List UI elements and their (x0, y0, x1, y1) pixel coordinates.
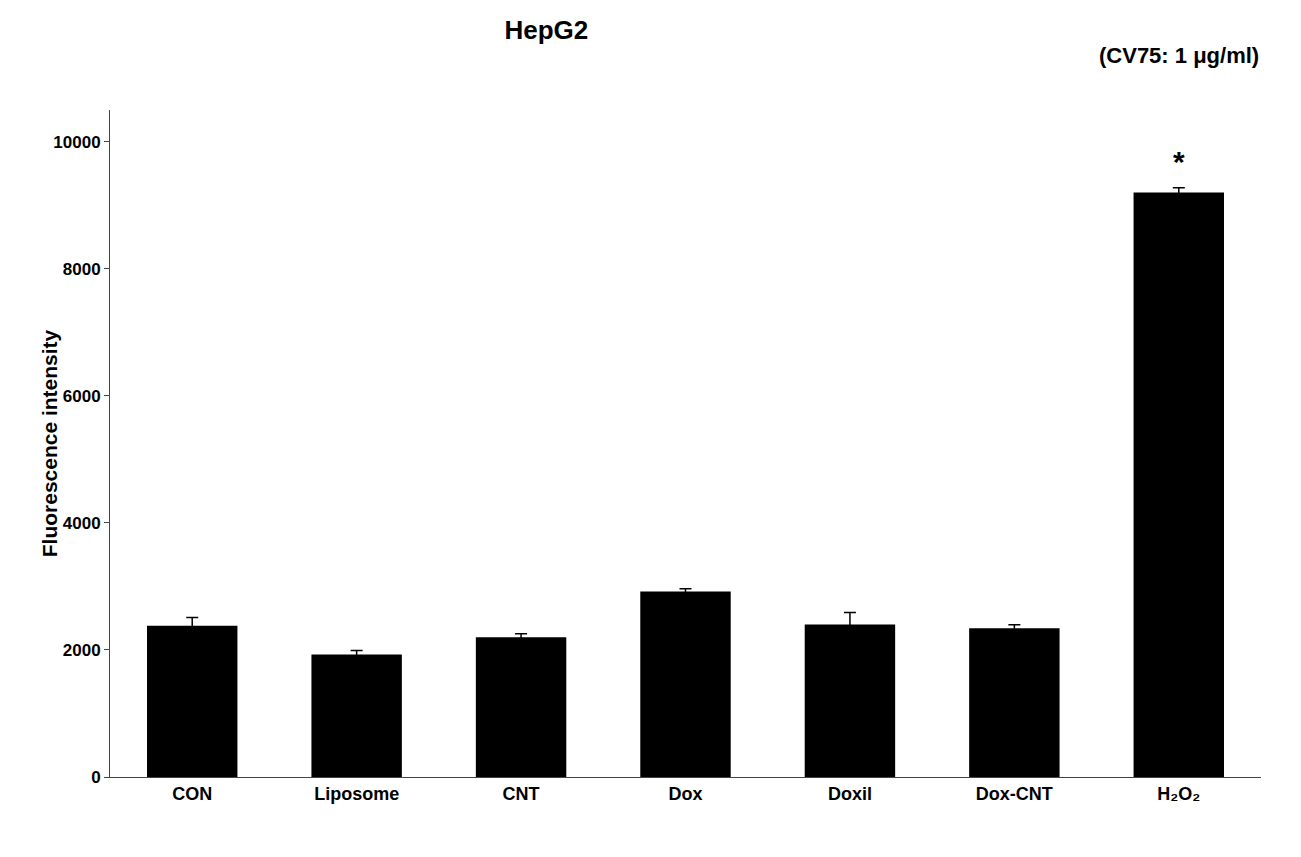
svg-text:Liposome: Liposome (314, 784, 399, 804)
svg-text:10000: 10000 (53, 133, 100, 152)
svg-text:Fluorescence intensity: Fluorescence intensity (38, 329, 61, 557)
svg-text:Doxil: Doxil (828, 784, 872, 804)
svg-text:6000: 6000 (63, 387, 101, 406)
svg-text:Dox: Dox (668, 784, 702, 804)
svg-text:2000: 2000 (63, 641, 101, 660)
svg-text:H₂O₂: H₂O₂ (1157, 784, 1200, 804)
svg-text:0: 0 (91, 768, 100, 787)
svg-text:CNT: CNT (503, 784, 540, 804)
svg-text:(CV75: 1 μg/ml): (CV75: 1 μg/ml) (1099, 43, 1259, 68)
svg-text:8000: 8000 (63, 260, 101, 279)
svg-text:4000: 4000 (63, 514, 101, 533)
svg-text:*: * (1173, 145, 1185, 178)
svg-text:CON: CON (172, 784, 212, 804)
svg-text:HepG2: HepG2 (505, 15, 589, 45)
svg-text:Dox-CNT: Dox-CNT (976, 784, 1053, 804)
